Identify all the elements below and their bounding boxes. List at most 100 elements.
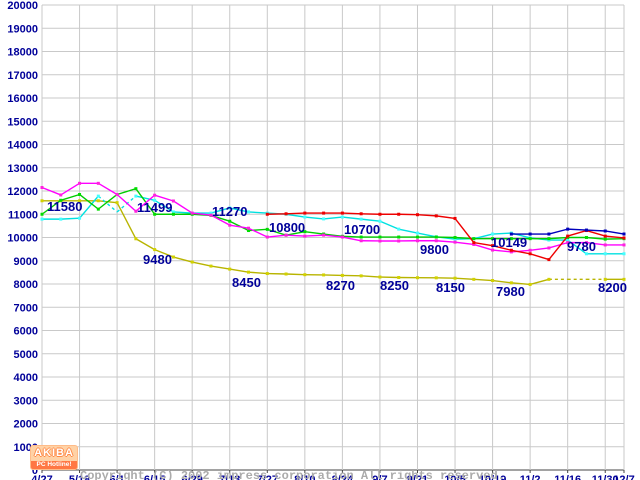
y-axis-label: 4000 xyxy=(14,372,38,384)
series-olive-marker xyxy=(190,260,194,264)
copyright-line1: Copyright (C) 2002 impress corporation A… xyxy=(80,469,505,480)
series-red-line xyxy=(417,214,437,217)
series-green-line xyxy=(586,236,606,240)
series-blue-marker xyxy=(622,232,626,236)
price-annotation: 8270 xyxy=(326,278,355,293)
series-cyan-line xyxy=(60,217,80,220)
series-olive-line xyxy=(454,277,474,281)
series-olive-marker xyxy=(265,272,269,276)
akiba-logo: AKIBA PC Hotline! xyxy=(30,445,78,470)
series-olive-marker xyxy=(303,273,307,277)
series-cyan-marker xyxy=(603,252,607,256)
series-olive-marker xyxy=(509,281,513,285)
series-olive-marker xyxy=(359,274,363,278)
series-cyan-line xyxy=(173,211,193,214)
y-axis-label: 15000 xyxy=(7,116,38,128)
series-magenta-marker xyxy=(247,226,251,230)
price-annotation: 10700 xyxy=(344,222,380,237)
series-green-line xyxy=(229,220,249,232)
series-green-marker xyxy=(303,230,307,234)
series-magenta-marker xyxy=(378,239,382,243)
series-red-marker xyxy=(566,234,570,238)
series-magenta-line xyxy=(530,247,549,251)
series-cyan-marker xyxy=(566,238,570,242)
series-magenta-marker xyxy=(509,250,513,254)
y-axis-label: 18000 xyxy=(7,47,38,59)
series-cyan-line xyxy=(79,195,99,219)
series-blue-line xyxy=(605,230,625,235)
series-magenta-marker xyxy=(434,239,438,243)
series-olive-marker xyxy=(415,276,419,280)
y-axis-label: 16000 xyxy=(7,93,38,105)
series-green-marker xyxy=(378,235,382,239)
x-axis-label: 12/7 xyxy=(613,474,634,480)
price-annotation: 8200 xyxy=(598,280,627,295)
akiba-logo-title: AKIBA xyxy=(34,447,74,459)
series-magenta-marker xyxy=(190,211,194,215)
series-red-line xyxy=(436,215,456,220)
series-magenta-line xyxy=(342,236,362,242)
copyright-notice: Copyright (C) 2002 impress corporation A… xyxy=(80,444,505,480)
series-magenta-marker xyxy=(78,181,82,185)
series-blue-marker xyxy=(528,232,532,236)
series-magenta-line xyxy=(454,241,474,246)
series-cyan-marker xyxy=(59,217,63,221)
price-annotation: 7980 xyxy=(496,284,525,299)
series-olive-marker xyxy=(284,272,288,276)
series-cyan-line xyxy=(492,232,512,235)
series-olive-line xyxy=(529,278,550,286)
series-olive-marker xyxy=(96,199,100,203)
series-olive-line xyxy=(192,261,212,267)
series-green-marker xyxy=(603,237,607,241)
series-green-line xyxy=(285,230,305,236)
series-red-line xyxy=(529,253,550,261)
x-axis-label: 6/1 xyxy=(109,474,124,480)
series-olive-line xyxy=(492,279,512,284)
x-axis-label: 6/15 xyxy=(144,474,165,480)
series-red-marker xyxy=(359,212,363,216)
series-green-line xyxy=(342,235,362,238)
series-magenta-marker xyxy=(491,248,495,252)
series-green-line xyxy=(135,188,156,215)
series-cyan-line xyxy=(473,233,493,240)
x-axis-label: 7/27 xyxy=(257,474,278,480)
series-cyan-line xyxy=(248,211,268,214)
series-magenta-marker xyxy=(340,235,344,239)
series-blue-marker xyxy=(547,232,551,236)
series-green-marker xyxy=(491,237,495,241)
price-annotation: 8250 xyxy=(380,278,409,293)
akiba-logo-subtitle: PC Hotline! xyxy=(31,461,77,469)
series-green-marker xyxy=(78,192,82,196)
series-magenta-line xyxy=(286,234,305,237)
y-axis-label: 20000 xyxy=(7,0,38,12)
series-olive-marker xyxy=(340,273,344,277)
series-red-marker xyxy=(265,212,269,216)
x-axis-label: 7/13 xyxy=(219,474,240,480)
x-axis-label: 9/21 xyxy=(407,474,428,480)
series-blue-marker xyxy=(566,227,570,231)
series-green-line xyxy=(41,199,62,215)
series-cyan-line xyxy=(285,213,305,218)
series-magenta-line xyxy=(192,212,212,216)
series-red-marker xyxy=(397,212,401,216)
series-red-line xyxy=(342,212,362,215)
series-magenta-line xyxy=(229,224,249,229)
series-magenta-line xyxy=(492,249,512,253)
x-axis-label: 10/5 xyxy=(444,474,465,480)
y-axis-label: 17000 xyxy=(7,70,38,82)
series-magenta-marker xyxy=(547,246,551,250)
series-red-line xyxy=(454,218,475,244)
series-olive-line xyxy=(286,273,305,276)
series-red-marker xyxy=(415,213,419,217)
x-axis-label: 11/30 xyxy=(592,474,619,480)
series-red-marker xyxy=(340,211,344,215)
series-cyan-marker xyxy=(453,237,457,241)
x-axis-label: 5/18 xyxy=(69,474,90,480)
series-cyan-line xyxy=(304,216,324,220)
series-cyan-line xyxy=(361,218,381,222)
series-olive-marker xyxy=(472,277,476,281)
series-blue-line xyxy=(567,228,587,231)
series-cyan-marker xyxy=(378,219,382,223)
series-green-marker xyxy=(153,212,157,216)
series-green-marker xyxy=(96,207,100,211)
